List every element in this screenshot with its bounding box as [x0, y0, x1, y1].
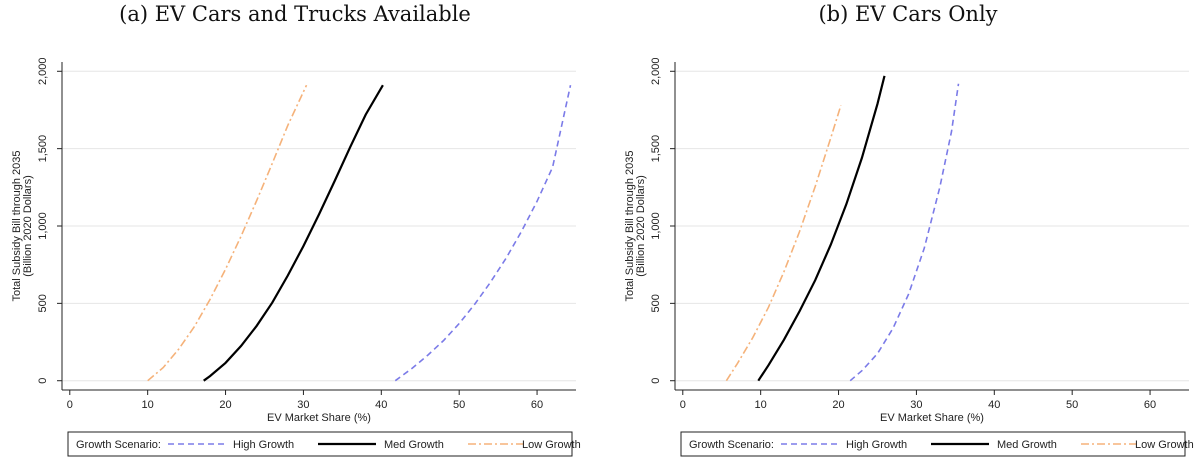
x-axis-title: EV Market Share (%) — [267, 412, 371, 424]
x-tick-label: 40 — [988, 399, 1000, 411]
legend-title: Growth Scenario: — [689, 439, 774, 451]
y-axis-title: Total Subsidy Bill through 2035 — [624, 150, 636, 301]
series-line-low-growth — [147, 84, 308, 382]
panel-ev-cars-only: (b) EV Cars Only 0 500 1,000 1,500 2,000 0 10 2… — [613, 0, 1203, 460]
y-tick-label: 0 — [37, 378, 49, 384]
x-tick-label: 60 — [531, 399, 543, 411]
y-axis-title: Total Subsidy Bill through 2035 — [11, 150, 23, 301]
series-line-med-growth — [757, 75, 886, 382]
panel-ev-cars-and-trucks: (a) EV Cars and Trucks Available 0 500 1,0… — [0, 0, 590, 460]
chart-svg-b: 0 500 1,000 1,500 2,000 0 10 20 30 40 50 60 EV Marke… — [624, 58, 1194, 457]
legend-label: Low Growth — [1135, 439, 1194, 451]
y-tick-label: 1,000 — [37, 212, 49, 240]
legend-title: Growth Scenario: — [76, 439, 161, 451]
chart-svg-a: 0 500 1,000 1,500 2,000 0 10 20 30 40 50 60 EV Marke… — [11, 58, 581, 457]
legend-label: High Growth — [233, 439, 294, 451]
chart-title: (a) EV Cars and Trucks Available — [119, 2, 471, 26]
x-tick-label: 10 — [142, 399, 154, 411]
x-tick-label: 0 — [680, 399, 686, 411]
legend-label: Med Growth — [997, 439, 1057, 451]
x-axis-title: EV Market Share (%) — [880, 412, 984, 424]
x-tick-label: 50 — [1066, 399, 1078, 411]
y-tick-label: 500 — [37, 294, 49, 312]
series-line-high-growth — [849, 83, 960, 382]
series-line-low-growth — [725, 105, 842, 382]
y-tick-label: 500 — [650, 294, 662, 312]
y-tick-label: 2,000 — [37, 58, 49, 86]
y-tick-label: 2,000 — [650, 58, 662, 86]
chart-title: (b) EV Cars Only — [818, 2, 998, 26]
x-tick-label: 40 — [375, 399, 387, 411]
legend-label: Low Growth — [522, 439, 581, 451]
y-tick-label: 1,500 — [650, 135, 662, 163]
y-axis-subtitle: (Billion 2020 Dollars) — [22, 175, 34, 277]
x-tick-label: 10 — [755, 399, 767, 411]
x-tick-label: 50 — [453, 399, 465, 411]
y-tick-label: 1,000 — [650, 212, 662, 240]
series-line-high-growth — [394, 85, 572, 382]
x-tick-label: 60 — [1144, 399, 1156, 411]
y-tick-label: 0 — [650, 378, 662, 384]
legend-label: High Growth — [846, 439, 907, 451]
legend-label: Med Growth — [384, 439, 444, 451]
x-tick-label: 30 — [297, 399, 309, 411]
x-tick-label: 20 — [219, 399, 231, 411]
y-axis-subtitle: (Billion 2020 Dollars) — [635, 175, 647, 277]
x-tick-label: 30 — [910, 399, 922, 411]
y-tick-label: 1,500 — [37, 135, 49, 163]
x-tick-label: 20 — [832, 399, 844, 411]
series-line-med-growth — [203, 84, 384, 382]
x-tick-label: 0 — [67, 399, 73, 411]
